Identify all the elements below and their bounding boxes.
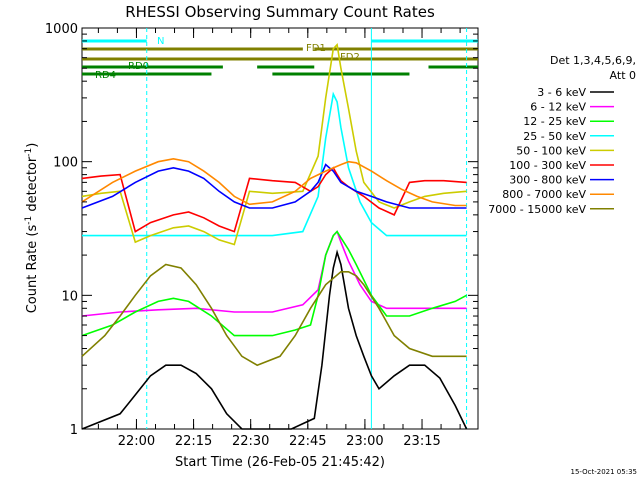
series-line bbox=[81, 166, 467, 233]
legend-label: 800 - 7000 keV bbox=[502, 188, 586, 201]
series-line bbox=[81, 249, 468, 430]
legend-label: 6 - 12 keV bbox=[530, 101, 586, 114]
x-tick-label: 22:00 bbox=[118, 434, 155, 449]
y-axis-label-sup: -1 bbox=[24, 148, 34, 157]
state-bar-label: RD0 bbox=[128, 61, 149, 72]
x-axis-label: Start Time (26-Feb-05 21:45:42) bbox=[175, 455, 385, 470]
series-line bbox=[81, 163, 467, 209]
series-line bbox=[81, 42, 467, 246]
legend-label: 12 - 25 keV bbox=[523, 115, 586, 128]
footer-timestamp: 15-Oct-2021 05:35 bbox=[571, 468, 637, 476]
y-axis-label: Count Rate (s-1 detector-1) bbox=[24, 143, 40, 314]
legend-label: 7000 - 15000 keV bbox=[488, 203, 586, 216]
chart-title: RHESSI Observing Summary Count Rates bbox=[125, 3, 435, 21]
x-axis: 22:00 22:15 22:30 22:45 23:00 23:15 bbox=[97, 28, 461, 449]
legend-label: 300 - 800 keV bbox=[509, 174, 586, 187]
y-axis-label-part: Count Rate (s bbox=[25, 225, 40, 314]
state-bar-label: RD4 bbox=[95, 70, 116, 81]
x-tick-label: 23:00 bbox=[346, 434, 383, 449]
state-bar-label: FD2 bbox=[340, 52, 360, 63]
series-line bbox=[81, 157, 467, 207]
y-tick-label: 100 bbox=[53, 156, 78, 171]
x-tick-label: 22:45 bbox=[289, 434, 326, 449]
legend: Det 1,3,4,5,6,9, Att 0 3 - 6 keV 6 - 12 k… bbox=[488, 54, 636, 216]
y-axis-label-sup: -1 bbox=[24, 216, 34, 225]
legend-label: 100 - 300 keV bbox=[509, 159, 586, 172]
series-layer bbox=[81, 42, 468, 430]
legend-label: 50 - 100 keV bbox=[516, 144, 586, 157]
y-axis: 1 10 100 1000 bbox=[45, 22, 478, 438]
legend-label: 25 - 50 keV bbox=[523, 130, 586, 143]
x-tick-label: 22:30 bbox=[232, 434, 269, 449]
series-line bbox=[81, 230, 467, 317]
y-axis-label-part: detector bbox=[25, 156, 40, 216]
series-line bbox=[82, 91, 467, 237]
x-tick-label: 23:15 bbox=[403, 434, 440, 449]
vertical-markers bbox=[146, 28, 468, 429]
y-axis-label-part: ) bbox=[25, 143, 40, 148]
series-line bbox=[81, 230, 467, 337]
state-bar-label: N bbox=[157, 36, 164, 47]
legend-label: 3 - 6 keV bbox=[537, 86, 586, 99]
y-tick-label: 10 bbox=[61, 289, 78, 304]
state-bars: N FD1 FD2 RD0 RD4 bbox=[82, 36, 478, 81]
legend-header: Att 0 bbox=[610, 69, 636, 82]
legend-header: Det 1,3,4,5,6,9, bbox=[550, 54, 636, 67]
y-tick-label: 1000 bbox=[45, 22, 78, 37]
series-line bbox=[81, 263, 467, 367]
x-tick-label: 22:15 bbox=[175, 434, 212, 449]
state-bar-label: FD1 bbox=[306, 43, 326, 54]
y-tick-label: 1 bbox=[70, 423, 78, 438]
